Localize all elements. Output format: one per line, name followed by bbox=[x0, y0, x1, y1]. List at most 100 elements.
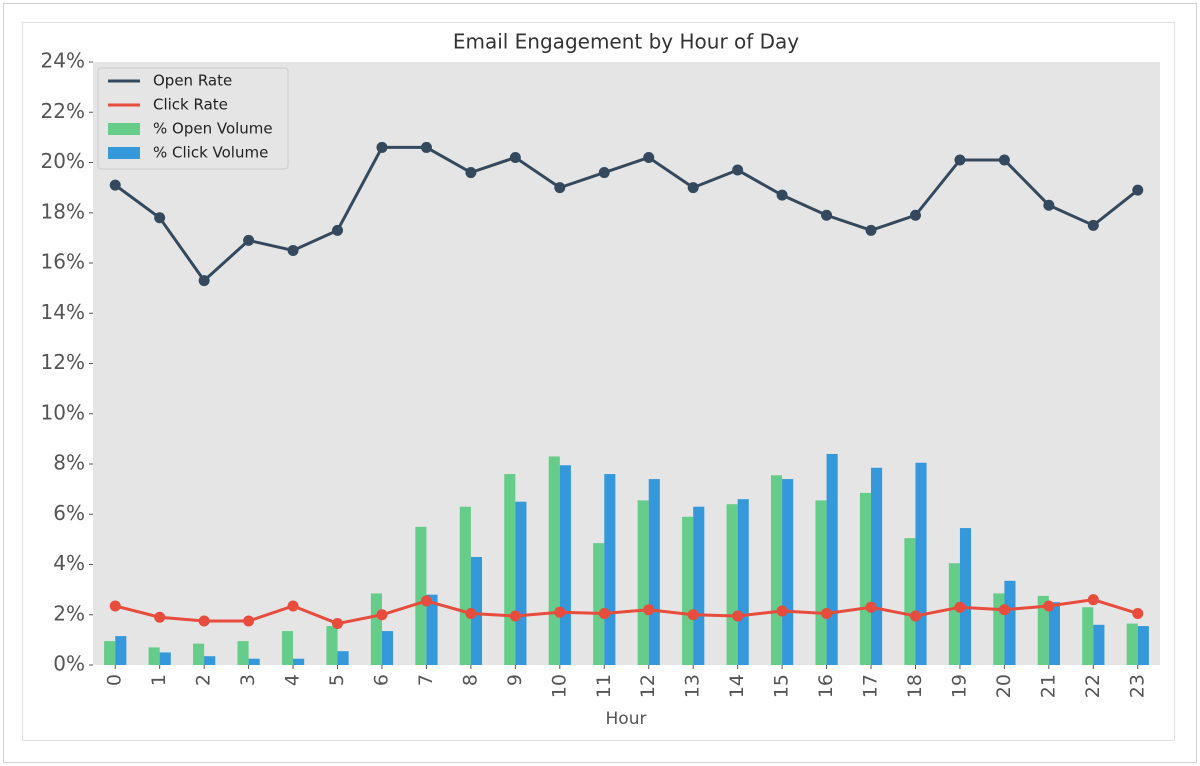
point bbox=[509, 151, 521, 163]
y-tick-label: 2% bbox=[53, 601, 85, 625]
point bbox=[465, 607, 477, 619]
x-tick-label: 1 bbox=[148, 674, 170, 686]
bar bbox=[337, 651, 349, 665]
x-tick-label: 17 bbox=[860, 674, 882, 698]
bar bbox=[726, 504, 738, 665]
bar bbox=[904, 538, 916, 665]
bar bbox=[815, 500, 827, 665]
bar bbox=[1082, 607, 1094, 665]
point bbox=[287, 600, 299, 612]
x-tick-label: 8 bbox=[459, 674, 481, 686]
y-tick-label: 12% bbox=[41, 350, 85, 374]
y-tick-label: 16% bbox=[41, 250, 85, 274]
bar bbox=[515, 501, 527, 665]
bar bbox=[826, 453, 838, 665]
point bbox=[643, 604, 655, 616]
bar bbox=[604, 474, 616, 665]
x-tick-label: 14 bbox=[726, 674, 748, 698]
y-tick-label: 0% bbox=[53, 652, 85, 676]
point bbox=[954, 154, 966, 166]
x-tick-label: 4 bbox=[282, 674, 304, 686]
bar bbox=[593, 543, 605, 665]
point bbox=[154, 212, 166, 224]
bar bbox=[1137, 626, 1149, 665]
bar bbox=[159, 652, 171, 665]
bar bbox=[1126, 623, 1138, 665]
point bbox=[909, 610, 921, 622]
point bbox=[732, 610, 744, 622]
point bbox=[865, 601, 877, 613]
point bbox=[598, 607, 610, 619]
legend-label: % Open Volume bbox=[153, 120, 273, 138]
x-tick-label: 9 bbox=[504, 674, 526, 686]
x-tick-label: 6 bbox=[370, 674, 392, 686]
legend-swatch bbox=[108, 123, 140, 135]
bar bbox=[770, 475, 783, 665]
x-tick-label: 23 bbox=[1126, 674, 1148, 698]
y-tick-label: 14% bbox=[41, 300, 85, 324]
bar bbox=[693, 506, 705, 665]
point bbox=[332, 224, 344, 236]
x-tick-label: 18 bbox=[904, 674, 926, 698]
y-tick-label: 18% bbox=[41, 199, 85, 223]
point bbox=[243, 615, 255, 627]
bar bbox=[1093, 624, 1105, 665]
bar bbox=[459, 506, 471, 665]
bar bbox=[871, 467, 883, 665]
point bbox=[1087, 219, 1099, 231]
point bbox=[1132, 607, 1144, 619]
point bbox=[376, 609, 388, 621]
x-tick-label: 21 bbox=[1037, 674, 1059, 698]
bar bbox=[204, 656, 216, 665]
point bbox=[109, 600, 121, 612]
point bbox=[420, 141, 432, 153]
point bbox=[865, 224, 877, 236]
x-tick-label: 5 bbox=[326, 674, 348, 686]
line bbox=[114, 145, 1139, 283]
point bbox=[687, 609, 699, 621]
point bbox=[909, 209, 921, 221]
bar bbox=[1048, 602, 1060, 665]
point bbox=[198, 275, 210, 287]
point bbox=[420, 595, 432, 607]
x-tick-label: 3 bbox=[237, 674, 259, 686]
bar bbox=[504, 474, 516, 665]
x-tick-label: 0 bbox=[104, 674, 126, 686]
bar bbox=[326, 626, 338, 665]
y-tick-label: 6% bbox=[53, 501, 85, 525]
bar bbox=[959, 528, 972, 665]
point bbox=[776, 605, 788, 617]
point bbox=[598, 167, 610, 179]
legend-label: % Click Volume bbox=[153, 144, 268, 162]
y-tick-label: 20% bbox=[41, 149, 85, 173]
point bbox=[243, 234, 255, 246]
x-tick-label: 13 bbox=[682, 674, 704, 698]
x-tick-label: 22 bbox=[1082, 674, 1104, 698]
bar bbox=[148, 647, 160, 665]
bar bbox=[1004, 580, 1016, 665]
point bbox=[776, 189, 788, 201]
line bbox=[114, 598, 1139, 626]
point bbox=[998, 604, 1010, 616]
y-tick-label: 22% bbox=[41, 99, 85, 123]
bar bbox=[415, 526, 427, 665]
bar bbox=[859, 492, 872, 665]
bar bbox=[193, 643, 205, 665]
bar bbox=[948, 563, 960, 665]
x-tick-label: 2 bbox=[193, 674, 215, 686]
legend-label: Click Rate bbox=[153, 96, 228, 114]
point bbox=[154, 611, 166, 623]
bar bbox=[281, 631, 294, 665]
point bbox=[1043, 199, 1055, 211]
bar bbox=[426, 594, 438, 665]
point bbox=[1043, 600, 1055, 612]
point bbox=[198, 615, 210, 627]
x-tick-label: 11 bbox=[593, 674, 615, 698]
bar bbox=[104, 641, 116, 665]
chart-title: Email Engagement by Hour of Day bbox=[453, 30, 799, 54]
bar bbox=[637, 500, 649, 665]
x-tick-label: 15 bbox=[771, 674, 793, 698]
x-tick-label: 7 bbox=[415, 674, 437, 686]
